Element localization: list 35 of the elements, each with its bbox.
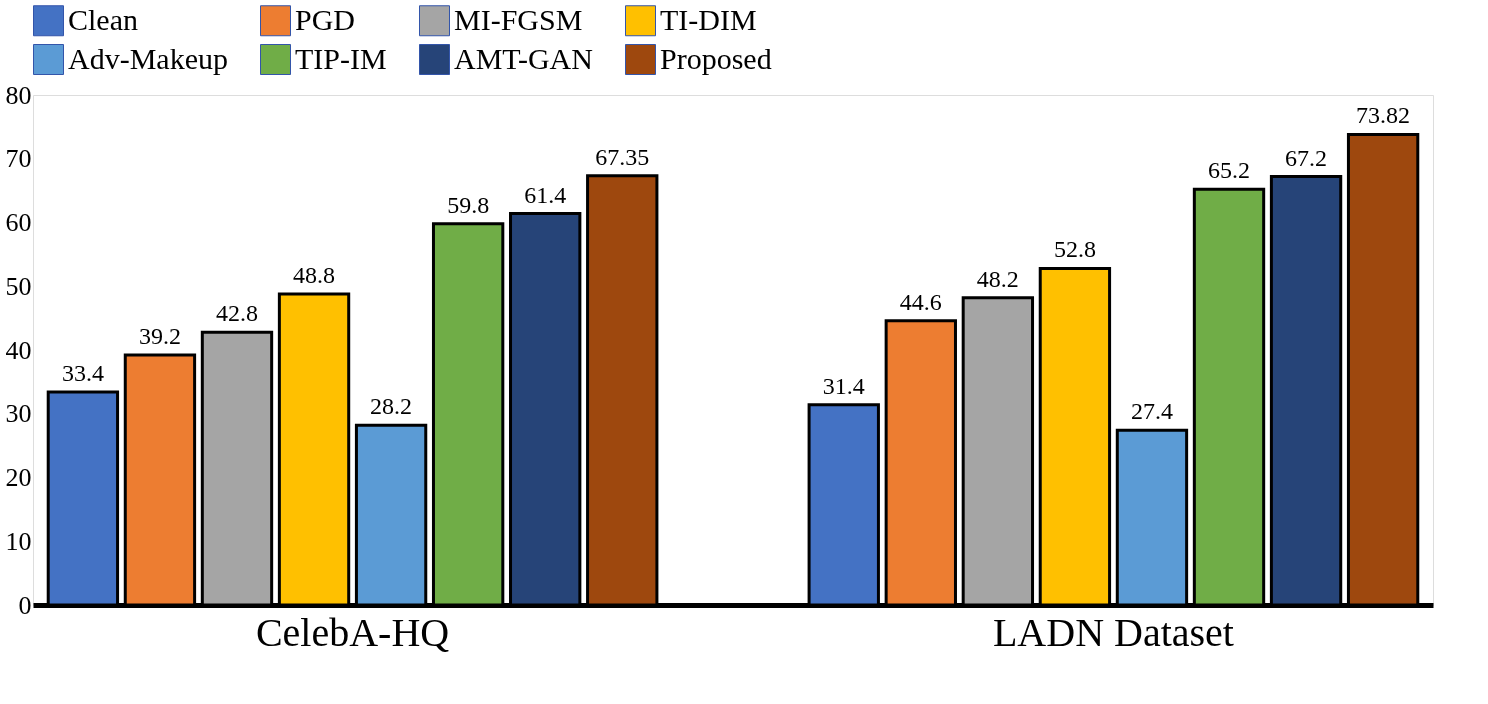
legend-label: TIP-IM [295, 41, 387, 75]
legend-label: AMT-GAN [454, 41, 593, 75]
data-label: 67.2 [1285, 144, 1328, 171]
legend-label: Clean [68, 2, 138, 36]
y-tick-label: 20 [5, 463, 32, 492]
y-tick-label: 80 [5, 80, 32, 110]
legend-label: Adv-Makeup [68, 41, 228, 75]
data-label: 59.8 [447, 191, 490, 218]
data-label: 48.2 [976, 265, 1019, 292]
data-label: 44.6 [899, 288, 942, 315]
y-tick-label: 30 [5, 399, 32, 429]
y-tick-label: 40 [5, 335, 32, 365]
legend-label: Proposed [660, 41, 772, 75]
data-label: 42.8 [215, 300, 258, 327]
data-label: 33.4 [61, 360, 104, 387]
data-label: 31.4 [822, 372, 865, 399]
legend-label: MI-FGSM [454, 2, 583, 36]
data-label: 73.82 [1356, 102, 1411, 129]
data-label: 52.8 [1053, 236, 1096, 263]
data-label: 27.4 [1130, 398, 1173, 425]
y-tick-label: 70 [5, 144, 32, 174]
x-tick-label: CelebA-HQ [255, 609, 450, 655]
data-label: 39.2 [138, 323, 181, 350]
y-tick-label: 0 [18, 590, 32, 620]
data-label: 67.35 [595, 143, 650, 170]
data-label: 28.2 [370, 393, 413, 420]
y-tick-label: 60 [5, 208, 32, 237]
x-tick-label: LADN Dataset [992, 609, 1234, 655]
y-tick-label: 50 [5, 271, 32, 301]
legend-label: PGD [295, 2, 356, 36]
data-label: 61.4 [524, 181, 567, 208]
legend-label: TI-DIM [660, 2, 757, 36]
data-label: 48.8 [293, 261, 336, 288]
data-label: 65.2 [1208, 157, 1251, 184]
y-tick-label: 10 [5, 526, 32, 556]
